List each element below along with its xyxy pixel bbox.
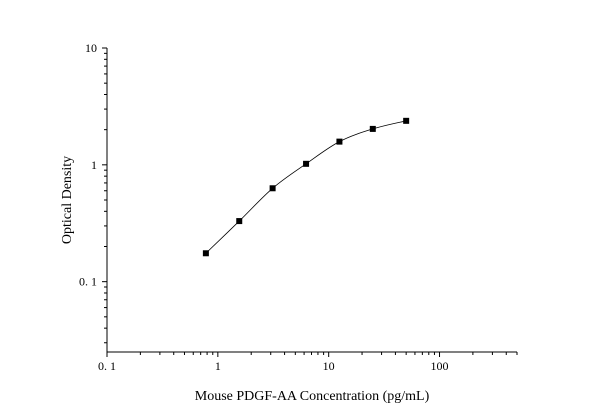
x-tick-label: 0. 1 <box>98 359 116 373</box>
y-tick-label: 0. 1 <box>79 275 97 289</box>
y-tick-label: 1 <box>91 158 97 172</box>
data-point <box>403 117 410 124</box>
data-point <box>269 185 276 192</box>
fit-curve <box>205 120 407 254</box>
data-point <box>236 218 243 225</box>
data-point <box>202 250 209 257</box>
data-point <box>303 160 310 167</box>
x-tick-labels: 0. 1 1 10 100 <box>98 359 449 373</box>
y-tick-labels: 0. 1 1 10 <box>79 41 97 289</box>
data-points <box>202 117 410 257</box>
x-tick-label: 10 <box>323 359 335 373</box>
x-axis-title: Mouse PDGF-AA Concentration (pg/mL) <box>195 389 430 404</box>
x-tick-label: 100 <box>431 359 449 373</box>
axes-frame <box>106 48 517 353</box>
data-point <box>336 138 343 145</box>
y-tick-label: 10 <box>85 41 97 55</box>
x-tick-label: 1 <box>215 359 221 373</box>
y-ticks <box>102 47 107 344</box>
x-ticks <box>106 352 518 357</box>
data-point <box>369 125 376 132</box>
y-axis-title: Optical Density <box>60 156 75 244</box>
